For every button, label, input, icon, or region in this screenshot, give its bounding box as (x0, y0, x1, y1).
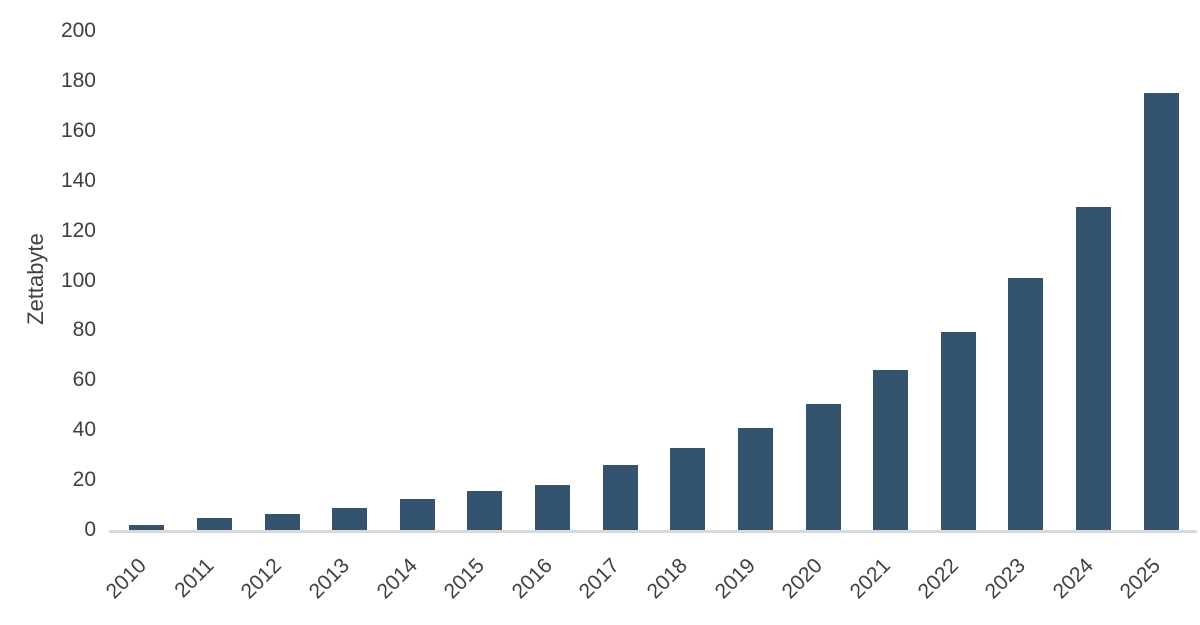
bar-2011 (196, 517, 232, 530)
y-tick-label: 0 (84, 518, 96, 541)
x-tick-label: 2016 (507, 554, 557, 604)
x-tick-label: 2018 (642, 554, 693, 604)
bar-2017 (602, 465, 638, 530)
bar-2022 (940, 331, 976, 530)
y-tick-label: 60 (72, 368, 96, 392)
x-tick-label: 2011 (170, 554, 219, 603)
bar-2018 (670, 447, 706, 530)
x-tick-label: 2015 (439, 554, 490, 604)
x-tick-label: 2022 (913, 554, 963, 604)
y-tick-label: 120 (60, 218, 96, 242)
bar-2025 (1143, 93, 1179, 530)
x-tick-label: 2012 (237, 554, 287, 604)
x-tick-label: 2023 (980, 554, 1031, 604)
x-tick-label: 2013 (304, 554, 354, 604)
bar-2010 (129, 525, 165, 530)
y-tick-label: 80 (72, 318, 96, 342)
y-tick-label: 140 (60, 168, 96, 192)
y-tick-label: 40 (72, 418, 96, 442)
bar-2020 (805, 404, 841, 530)
x-tick-label: 2014 (372, 554, 422, 604)
x-tick-label: 2024 (1048, 554, 1098, 604)
bar-2024 (1076, 206, 1112, 530)
x-tick-label: 2025 (1116, 554, 1166, 604)
bar-2012 (264, 513, 300, 530)
bar-2013 (332, 507, 368, 530)
y-tick-label: 20 (72, 468, 96, 492)
bar-2015 (467, 491, 503, 530)
x-tick-label: 2020 (778, 554, 828, 604)
y-tick-label: 160 (60, 118, 96, 142)
bar-2021 (873, 369, 909, 530)
x-tick-label: 2021 (845, 554, 895, 604)
x-tick-label: 2017 (575, 554, 625, 604)
x-tick-label: 2019 (710, 554, 760, 604)
x-axis-line (109, 530, 1197, 533)
bar-2023 (1008, 278, 1044, 530)
bar-2016 (535, 485, 571, 530)
y-tick-label: 100 (60, 268, 96, 292)
plot-area: 0 20 40 60 80 100 120 140 160 180 200 2010 2011 2012 2… (61, 19, 1197, 603)
y-tick-label: 180 (60, 68, 96, 92)
bar-2014 (399, 498, 435, 530)
bar-2019 (737, 427, 773, 530)
x-tick-label: 2010 (101, 554, 152, 604)
y-tick-label: 200 (60, 19, 96, 42)
